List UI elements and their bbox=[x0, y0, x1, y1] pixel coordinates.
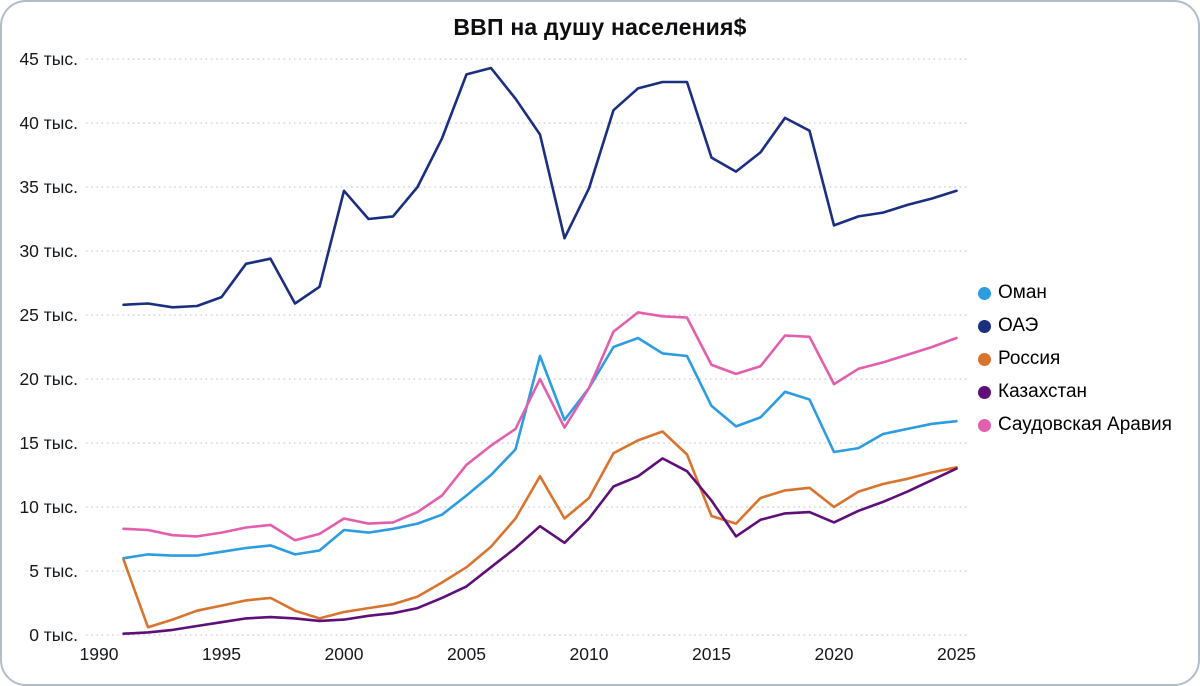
x-tick-label: 2020 bbox=[815, 644, 854, 664]
chart-title: ВВП на душу населения$ bbox=[453, 14, 747, 40]
y-tick-label: 5 тыс. bbox=[29, 561, 78, 581]
y-tick-label: 45 тыс. bbox=[19, 49, 78, 69]
legend-label: Россия bbox=[998, 348, 1061, 369]
chart-legend: Оман ОАЭ Россия Казахстан Саудовская Аравия bbox=[978, 282, 1172, 436]
legend-dot-icon bbox=[978, 352, 991, 366]
y-tick-label: 25 тыс. bbox=[19, 305, 78, 325]
series-line-0 bbox=[122, 336, 958, 560]
x-tick-label: 2005 bbox=[447, 644, 486, 664]
y-tick-label: 15 тыс. bbox=[19, 433, 78, 453]
series-line-4 bbox=[122, 311, 958, 542]
legend-item-1: ОАЭ bbox=[978, 315, 1172, 337]
y-tick-label: 0 тыс. bbox=[29, 625, 78, 645]
legend-item-4: Саудовская Аравия bbox=[978, 414, 1172, 436]
series-line-2 bbox=[122, 430, 958, 629]
legend-dot-icon bbox=[978, 286, 991, 300]
x-tick-label: 2025 bbox=[937, 644, 976, 664]
y-tick-label: 20 тыс. bbox=[19, 369, 78, 389]
legend-label: Оман bbox=[998, 282, 1047, 303]
x-tick-label: 2000 bbox=[325, 644, 364, 664]
y-tick-label: 35 тыс. bbox=[19, 177, 78, 197]
x-tick-label: 2015 bbox=[692, 644, 731, 664]
x-tick-label: 2010 bbox=[570, 644, 609, 664]
y-tick-label: 40 тыс. bbox=[19, 113, 78, 133]
legend-item-3: Казахстан bbox=[978, 381, 1172, 403]
y-tick-label: 10 тыс. bbox=[19, 497, 78, 517]
x-tick-label: 1990 bbox=[80, 644, 119, 664]
legend-dot-icon bbox=[978, 319, 991, 333]
legend-label: Казахстан bbox=[998, 381, 1088, 402]
series-line-1 bbox=[122, 66, 958, 309]
legend-label: ОАЭ bbox=[998, 315, 1039, 336]
y-tick-label: 30 тыс. bbox=[19, 241, 78, 261]
series-line-3 bbox=[122, 457, 958, 636]
legend-label: Саудовская Аравия bbox=[998, 414, 1172, 435]
x-tick-label: 1995 bbox=[202, 644, 241, 664]
legend-dot-icon bbox=[978, 418, 991, 432]
legend-item-0: Оман bbox=[978, 282, 1172, 304]
legend-dot-icon bbox=[978, 385, 991, 399]
legend-item-2: Россия bbox=[978, 348, 1172, 370]
